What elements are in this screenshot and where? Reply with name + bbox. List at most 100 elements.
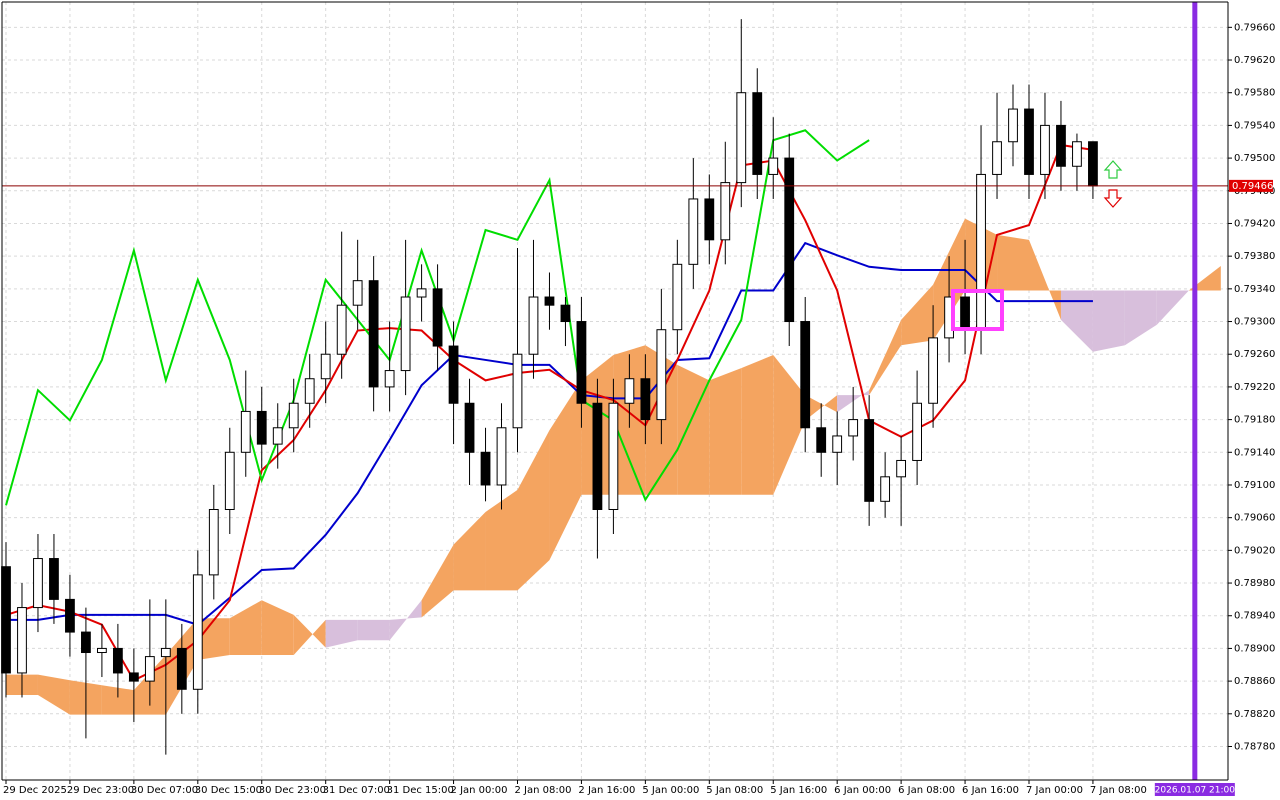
x-tick-label: 31 Dec 07:00 (323, 785, 390, 796)
candle-body (112, 647, 123, 674)
price-tag (1229, 179, 1273, 192)
candle-body (624, 378, 635, 404)
cloud-segment (197, 618, 230, 660)
cloud-segment (1124, 290, 1157, 346)
candle-body (784, 157, 795, 323)
candle-body (336, 304, 347, 355)
candle-body (768, 157, 779, 175)
x-tick-label: 30 Dec 15:00 (195, 785, 262, 796)
indicator-line (5, 143, 1094, 682)
candle-body (1088, 141, 1098, 187)
y-tick-label: 0.79260 (1234, 349, 1275, 360)
x-tick-label: 2 Jan 08:00 (514, 785, 571, 796)
candle-body (416, 288, 427, 298)
cloud-segment (997, 234, 1029, 291)
y-tick-label: 0.79380 (1234, 251, 1275, 262)
y-tick-label: 0.79140 (1234, 447, 1275, 458)
candle-body (528, 296, 539, 355)
cloud-segment (517, 430, 550, 591)
x-tick-label: 29 Dec 23:00 (67, 785, 134, 796)
candle-body (976, 173, 986, 331)
candle-body (1056, 124, 1066, 167)
x-tick-label: 2 Jan 00:00 (451, 785, 508, 796)
candle-body (400, 296, 411, 372)
candle-body (576, 321, 587, 404)
candle-body (880, 476, 891, 502)
y-tick-label: 0.79020 (1234, 545, 1275, 556)
candle-body (608, 402, 619, 510)
y-tick-label: 0.79620 (1234, 55, 1275, 66)
candle-body (656, 329, 667, 421)
candle-body (352, 280, 363, 306)
x-tick-label: 7 Jan 08:00 (1090, 785, 1147, 796)
x-tick-label: 30 Dec 07:00 (131, 785, 198, 796)
candle-body (97, 647, 107, 654)
candle-body (192, 574, 203, 690)
candle-body (480, 451, 491, 486)
up-arrow (1103, 160, 1123, 179)
x-tick-label: 7 Jan 00:00 (1026, 785, 1083, 796)
cloud-segment (229, 600, 262, 655)
y-tick-label: 0.79540 (1234, 120, 1275, 131)
candle-body (144, 656, 155, 682)
x-tick-label: 6 Jan 08:00 (898, 785, 955, 796)
candle-body (1008, 108, 1018, 143)
x-tick-label: 31 Dec 15:00 (387, 785, 454, 796)
y-tick-label: 0.79420 (1234, 218, 1275, 229)
candle-body (896, 459, 907, 478)
candle-body (1, 566, 11, 674)
candle-body (272, 427, 283, 445)
cloud-segment (357, 619, 390, 641)
candle-body (49, 558, 59, 600)
candle-body (1072, 141, 1082, 167)
candle-body (1024, 108, 1034, 175)
candle-body (560, 304, 571, 323)
candle-body (1040, 124, 1050, 175)
candle-body (224, 451, 235, 510)
candle-body (288, 402, 299, 429)
candle-body (640, 378, 651, 421)
y-tick-label: 0.79580 (1234, 88, 1275, 99)
candle-body (928, 337, 938, 404)
candle-body (160, 647, 171, 658)
candle-body (864, 419, 875, 502)
candle-body (736, 92, 747, 184)
price-tag-label: 0.79466 (1232, 181, 1273, 192)
candle-body (176, 647, 187, 690)
x-tick-label: 6 Jan 16:00 (962, 785, 1019, 796)
cloud-segment (261, 600, 294, 655)
y-tick-label: 0.78780 (1234, 741, 1275, 752)
cloud-segment (741, 355, 774, 495)
highlight-box (951, 289, 1004, 331)
candle-body (800, 321, 811, 429)
x-tick-label: 5 Jan 08:00 (706, 785, 763, 796)
y-tick-label: 0.78980 (1234, 578, 1275, 589)
x-tick-label: 5 Jan 16:00 (770, 785, 827, 796)
down-arrow (1103, 189, 1123, 208)
candle-body (592, 402, 603, 510)
x-tick-label: 2 Jan 16:00 (578, 785, 635, 796)
candle-body (320, 353, 331, 380)
cloud-segment (37, 674, 70, 715)
candle-body (368, 280, 379, 388)
y-tick-label: 0.79060 (1234, 513, 1275, 524)
y-tick-label: 0.79300 (1234, 317, 1275, 328)
grid-layer (2, 2, 1228, 780)
cloud-segment (1060, 290, 1093, 352)
candle-body (672, 263, 683, 331)
x-tick-label: 6 Jan 00:00 (834, 785, 891, 796)
cloud-segment (293, 614, 326, 655)
candle-body (432, 288, 443, 347)
y-tick-label: 0.79340 (1234, 284, 1275, 295)
candle-body (752, 92, 763, 175)
cloud-segment (485, 489, 518, 591)
candle-body (720, 182, 731, 241)
candle-body (704, 198, 715, 241)
y-tick-label: 0.78940 (1234, 611, 1275, 622)
y-tick-label: 0.78860 (1234, 676, 1275, 687)
cloud-segment (101, 685, 134, 715)
cloud-segment (677, 364, 710, 495)
candle-body (81, 631, 91, 654)
